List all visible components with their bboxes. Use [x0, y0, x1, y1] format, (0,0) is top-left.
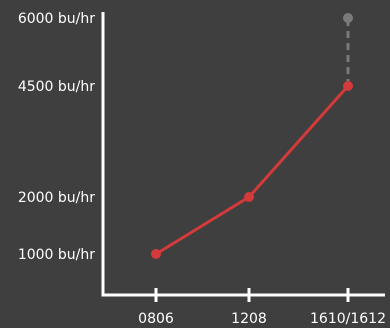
y-tick-label: 6000 bu/hr: [18, 11, 95, 27]
data-point: [151, 249, 161, 259]
x-tick-label: 1610/1612: [310, 311, 386, 327]
x-tick-label: 1208: [231, 311, 267, 327]
y-tick-label: 2000 bu/hr: [18, 190, 95, 206]
y-tick-label: 1000 bu/hr: [18, 247, 95, 263]
data-point: [244, 192, 254, 202]
x-tick-label: 0806: [138, 311, 174, 327]
series-line: [154, 84, 350, 256]
y-tick-label: 4500 bu/hr: [18, 79, 95, 95]
data-point: [343, 81, 353, 91]
projection-point: [343, 13, 353, 23]
